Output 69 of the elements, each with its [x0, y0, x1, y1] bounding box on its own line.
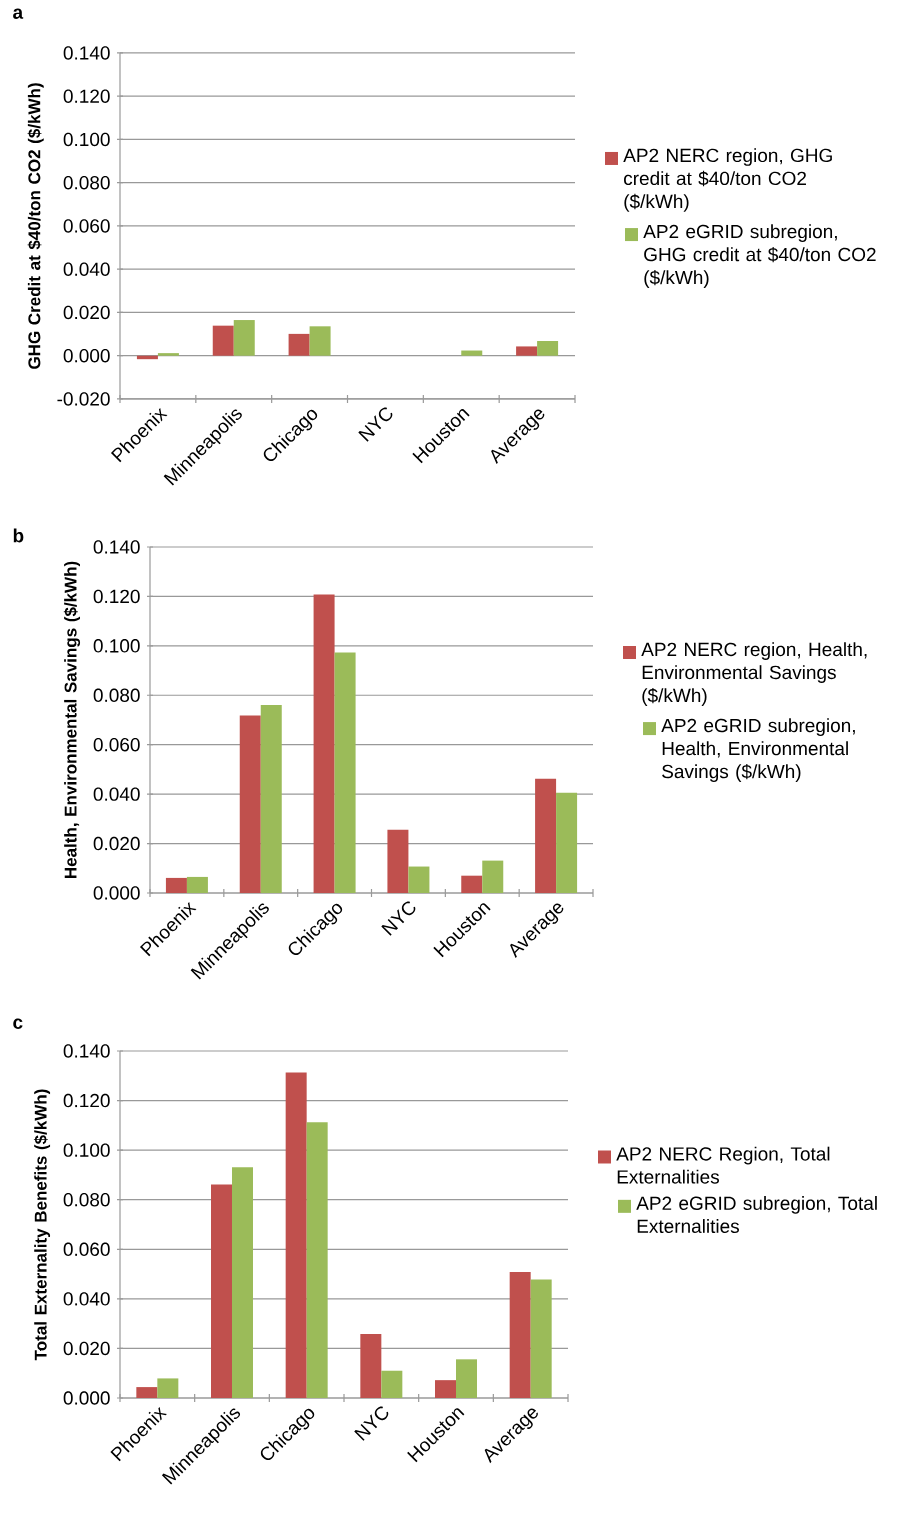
y-tick-label: 0.080 [93, 688, 140, 702]
y-tick-label: 0.040 [63, 262, 110, 276]
y-tick-label: 0.100 [93, 639, 140, 653]
bar [157, 353, 179, 356]
bar [530, 1279, 552, 1398]
bar [556, 792, 578, 893]
bar [306, 1122, 328, 1398]
y-tick-label: 0.000 [63, 1391, 110, 1405]
y-tick-label: 0.000 [93, 886, 140, 900]
bar [212, 325, 234, 356]
legend-label: AP2 eGRID subregion, Health, Environmental Savings ($/kWh) [661, 718, 855, 782]
bar [535, 778, 557, 893]
bar [186, 876, 208, 893]
bar [334, 652, 356, 893]
y-tick-label: 0.140 [63, 46, 110, 60]
y-axis-title: GHG Credit at $40/ton CO2 ($/kWh) [27, 83, 44, 369]
bar [461, 350, 483, 356]
bar [537, 341, 559, 356]
y-tick-label: 0.060 [93, 737, 140, 752]
legend-label: AP2 NERC region, Health, Environmental Savings ($/kWh) [641, 642, 867, 706]
bar [381, 1370, 403, 1398]
y-tick-label: 0.140 [63, 1044, 110, 1058]
bar [360, 1334, 382, 1398]
bar [456, 1359, 478, 1398]
y-tick-label: 0.080 [63, 1192, 110, 1207]
y-tick-label: 0.120 [63, 89, 110, 103]
y-tick-label: 0.100 [63, 1143, 110, 1157]
y-tick-label: 0.040 [93, 787, 140, 801]
bar [233, 320, 255, 356]
y-tick-label: 0.100 [63, 132, 110, 147]
bar [461, 875, 483, 893]
legend-label: AP2 eGRID subregion, Total Externalities [636, 1196, 877, 1233]
y-tick-label: 0.060 [63, 219, 110, 233]
bar [136, 1387, 158, 1398]
bar [285, 1072, 307, 1398]
legend-label: AP2 NERC Region, Total Externalities [616, 1146, 830, 1184]
y-axis-title: Health, Environmental Savings ($/kWh) [63, 561, 81, 879]
y-tick-label: 0.120 [93, 589, 140, 604]
bar [516, 346, 538, 356]
bar [482, 860, 504, 893]
bar [239, 715, 261, 893]
y-tick-label: 0.020 [63, 305, 110, 320]
legend-label: AP2 eGRID subregion, GHG credit at $40/ton CO2 ($/kWh) [643, 224, 876, 288]
y-tick-label: 0.000 [63, 349, 110, 363]
bar [387, 829, 409, 893]
y-tick-label: 0.040 [63, 1292, 110, 1306]
bar [509, 1272, 531, 1398]
bar [157, 1378, 179, 1398]
bar [288, 333, 310, 356]
bar [408, 866, 430, 893]
bar [232, 1167, 253, 1398]
legend-label: AP2 NERC region, GHG credit at $40/ton CO2 ($/kWh) [623, 148, 832, 212]
y-tick-label: 0.060 [63, 1242, 110, 1257]
bar [211, 1184, 232, 1398]
chart-title: c [13, 1018, 23, 1029]
y-tick-label: -0.020 [57, 392, 110, 406]
bar [165, 877, 187, 893]
y-tick-label: 0.080 [63, 175, 110, 190]
bar [260, 704, 282, 893]
y-tick-label: 0.020 [93, 836, 140, 851]
y-axis-title: Total Externality Benefits ($/kWh) [33, 1089, 51, 1361]
chart-title: a [13, 8, 24, 19]
y-tick-label: 0.140 [93, 540, 140, 554]
bar [309, 326, 331, 356]
bar [313, 594, 335, 893]
y-tick-label: 0.020 [63, 1341, 110, 1356]
bar [435, 1380, 457, 1398]
chart-title: b [13, 528, 24, 543]
y-tick-label: 0.120 [63, 1093, 110, 1108]
